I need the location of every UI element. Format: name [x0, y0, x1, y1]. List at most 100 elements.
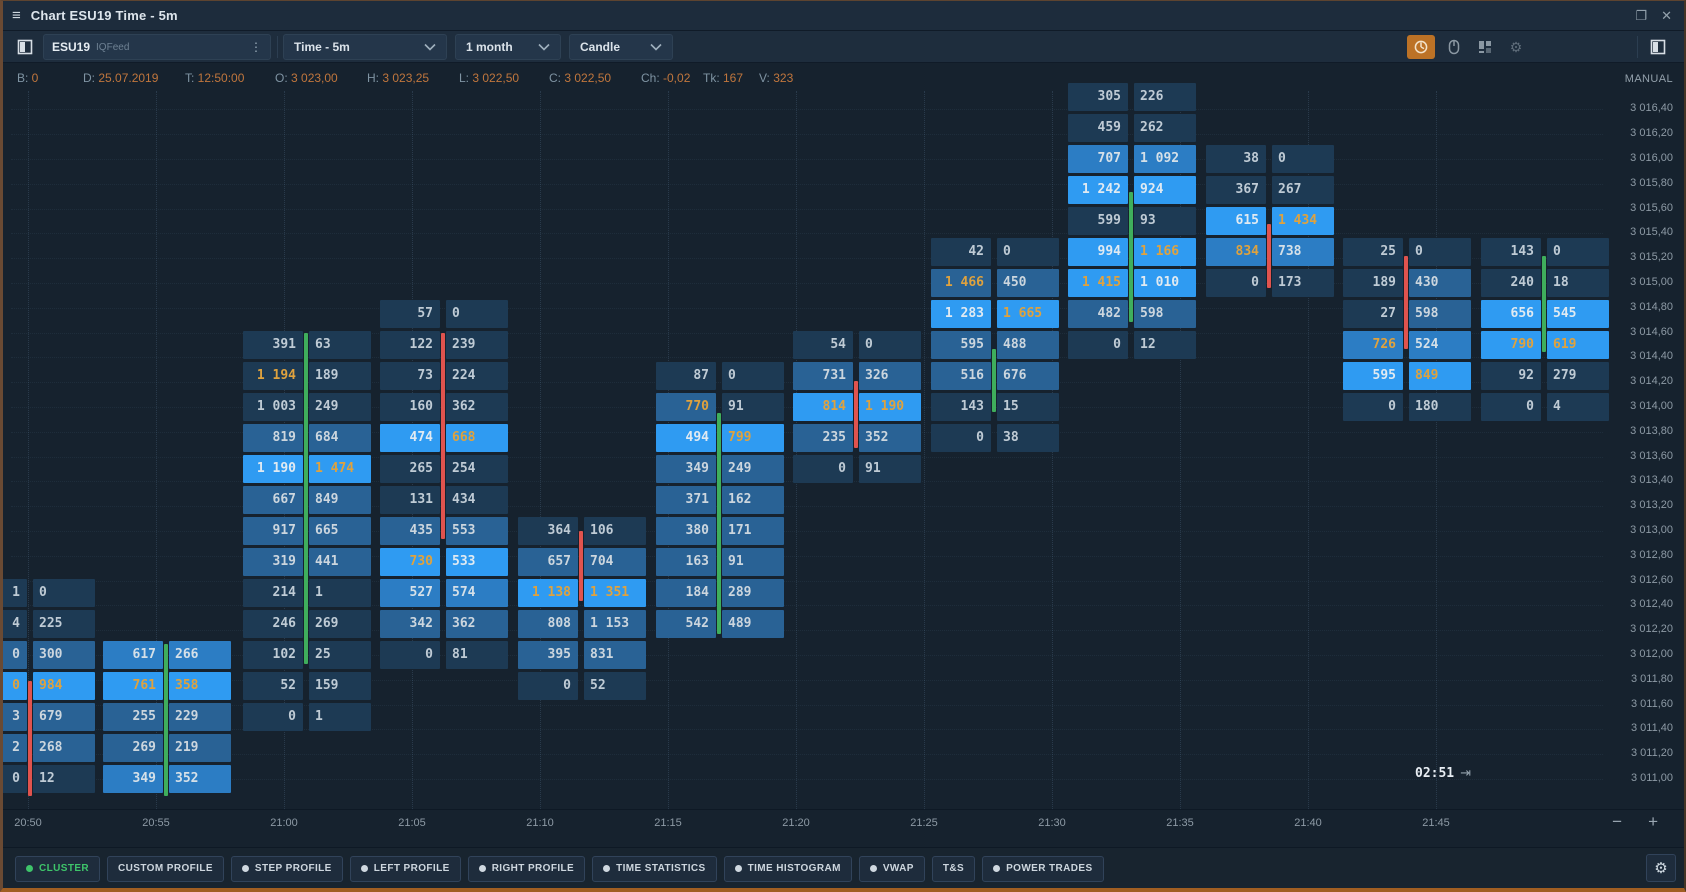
info-bar-item: L: 3 022,50: [459, 71, 520, 85]
hamburger-menu-icon[interactable]: ≡: [12, 7, 21, 24]
cluster-bid-cell: 240: [1481, 269, 1541, 297]
settings-gear-icon[interactable]: ⚙: [1646, 854, 1676, 882]
indicator-dot-icon: [478, 865, 486, 872]
cluster-ask-cell: 553: [446, 517, 508, 545]
cluster-bid-cell: 615: [1206, 207, 1266, 235]
gauge-active-icon[interactable]: [1407, 35, 1435, 59]
price-axis-label: 3 014,00: [1630, 400, 1673, 412]
cluster-bid-cell: 342: [380, 610, 440, 638]
indicator-button-step-profile[interactable]: STEP PROFILE: [230, 855, 343, 882]
cluster-bid-cell: 189: [1343, 269, 1403, 297]
horizontal-gridline: [11, 655, 1603, 656]
cluster-ask-cell: 162: [722, 486, 784, 514]
price-axis-label: 3 012,20: [1630, 623, 1673, 636]
cluster-ask-cell: 831: [584, 641, 646, 669]
indicator-dot-icon: [360, 865, 368, 872]
mouse-icon[interactable]: [1441, 35, 1467, 59]
cluster-ask-cell: 362: [446, 393, 508, 421]
price-axis-label: 3 015,40: [1630, 226, 1673, 239]
price-axis-label: 3 011,00: [1630, 772, 1673, 784]
cluster-bid-cell: 0: [380, 641, 440, 669]
indicator-button-right-profile[interactable]: RIGHT PROFILE: [467, 855, 586, 882]
horizontal-gridline: [11, 208, 1603, 210]
price-axis-label: 3 013,00: [1630, 524, 1673, 536]
cluster-bid-cell: 617: [103, 641, 163, 669]
range-value: 1 month: [466, 40, 513, 54]
cluster-bid-cell: 726: [1343, 331, 1403, 359]
info-bar-item: D: 25.07.2019: [83, 71, 159, 85]
horizontal-gridline: [11, 630, 1603, 632]
cluster-ask-cell: 224: [446, 362, 508, 390]
indicator-toolbar: CLUSTER CUSTOM PROFILE STEP PROFILE LEFT PR…: [3, 847, 1684, 888]
panel-right-toggle-icon[interactable]: [1645, 35, 1671, 59]
cluster-bid-cell: 395: [518, 641, 578, 669]
columns-icon[interactable]: [1472, 35, 1498, 59]
cluster-ask-cell: 984: [33, 672, 95, 700]
cluster-ask-cell: 533: [446, 548, 508, 576]
cluster-ask-cell: 524: [1409, 331, 1471, 359]
cluster-ask-cell: 488: [997, 331, 1059, 359]
kebab-menu-icon[interactable]: ⋮: [250, 40, 262, 54]
cluster-ask-cell: 93: [1134, 207, 1196, 235]
cluster-ask-cell: 574: [446, 579, 508, 607]
cluster-chart-area[interactable]: B: 0 D: 25.07.2019 T: 12:50:00 O: 3 023,00 H…: [3, 63, 1684, 809]
cluster-ask-cell: 665: [309, 517, 371, 545]
time-axis-label: 21:30: [1038, 817, 1066, 829]
cluster-ask-cell: 0: [1272, 145, 1334, 173]
indicator-button-vwap[interactable]: VWAP: [858, 855, 925, 882]
zoom-out-button[interactable]: −: [1612, 812, 1622, 831]
vertical-gridline: [1436, 91, 1437, 809]
cluster-bid-cell: 0: [1068, 331, 1128, 359]
horizontal-gridline: [11, 704, 1603, 706]
info-bar-item: Tk: 167: [703, 71, 744, 85]
cluster-ask-cell: 63: [309, 331, 371, 359]
indicator-button-custom-profile[interactable]: CUSTOM PROFILE: [107, 855, 224, 882]
zoom-in-button[interactable]: +: [1648, 812, 1658, 831]
cluster-ask-cell: 249: [722, 455, 784, 483]
time-axis[interactable]: − + 20:50 20:55 21:00 21:05 21:10 21:15 21:20 2…: [3, 809, 1684, 847]
cluster-ask-cell: 38: [997, 424, 1059, 452]
cluster-ask-cell: 262: [1134, 114, 1196, 142]
range-dropdown[interactable]: 1 month: [455, 34, 561, 60]
chart-style-dropdown[interactable]: Candle: [569, 34, 673, 60]
maximize-icon[interactable]: ❐: [1635, 7, 1648, 23]
indicator-button-power-trades[interactable]: POWER TRADES: [982, 855, 1104, 882]
indicator-button-cluster[interactable]: CLUSTER: [15, 855, 101, 882]
cluster-ask-cell: 1 153: [584, 610, 646, 638]
gear-icon[interactable]: ⚙: [1509, 38, 1523, 55]
indicator-button-time-histogram[interactable]: TIME HISTOGRAM: [723, 855, 852, 882]
info-bar-item: O: 3 023,00: [275, 71, 338, 85]
cluster-ask-cell: 289: [722, 579, 784, 607]
cluster-ask-cell: 1 665: [997, 300, 1059, 328]
indicator-button-time-statistics[interactable]: TIME STATISTICS: [592, 855, 717, 882]
indicator-button-left-profile[interactable]: LEFT PROFILE: [349, 855, 461, 882]
price-axis-label: 3 012,80: [1630, 548, 1673, 561]
ohlc-info-bar: B: 0 D: 25.07.2019 T: 12:50:00 O: 3 023,00 H…: [3, 71, 1684, 91]
indicator-button-t-s[interactable]: T&S: [931, 855, 976, 882]
cluster-ask-cell: 254: [446, 455, 508, 483]
indicator-dot-icon: [734, 865, 742, 872]
timeframe-dropdown[interactable]: Time - 5m: [283, 34, 447, 60]
cluster-bid-cell: 131: [380, 486, 440, 514]
countdown-time: 02:51: [1415, 765, 1455, 781]
cluster-bid-cell: 527: [380, 579, 440, 607]
cluster-ask-cell: 489: [722, 610, 784, 638]
cluster-bid-cell: 1 466: [931, 269, 991, 297]
cluster-ask-cell: 0: [1409, 238, 1471, 266]
instrument-symbol: ESU19: [52, 40, 91, 54]
candle-down-line: [1404, 255, 1408, 349]
cluster-bid-cell: 814: [793, 393, 853, 421]
instrument-selector[interactable]: ESU19 IQFeed ⋮: [43, 34, 271, 60]
panel-left-toggle-icon[interactable]: [13, 35, 37, 59]
horizontal-gridline: [11, 283, 1603, 284]
price-axis-label: 3 015,60: [1630, 201, 1673, 214]
cluster-bid-cell: 143: [1481, 238, 1541, 266]
cluster-bid-cell: 0: [518, 672, 578, 700]
close-icon[interactable]: ✕: [1661, 7, 1672, 23]
cluster-bid-cell: 595: [1343, 362, 1403, 390]
price-axis-label: 3 013,20: [1630, 499, 1673, 512]
cluster-ask-cell: 106: [584, 517, 646, 545]
cluster-ask-cell: 434: [446, 486, 508, 514]
indicator-dot-icon: [603, 865, 611, 872]
